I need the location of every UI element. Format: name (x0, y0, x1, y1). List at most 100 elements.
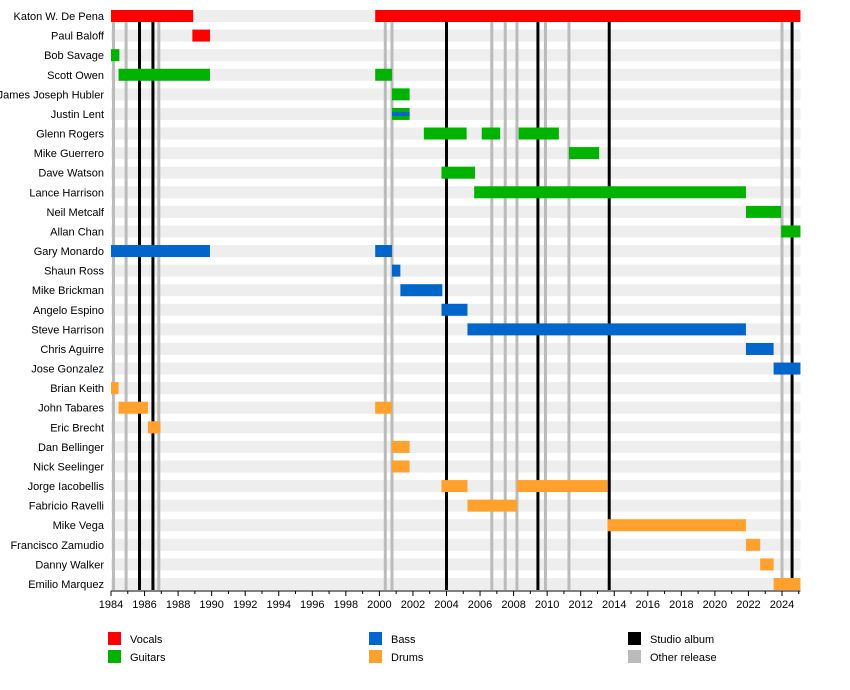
member-bar-bass (773, 362, 801, 375)
x-tick-label: 2018 (669, 599, 693, 611)
legend-swatch (369, 632, 382, 645)
member-bar-guitars (111, 49, 120, 62)
x-tick-label: 2006 (468, 599, 492, 611)
member-name-label: Allan Chan (50, 226, 104, 238)
member-bar-drums (111, 382, 119, 395)
member-bar-guitars (118, 68, 210, 81)
row-background (111, 499, 801, 512)
member-name-label: Shaun Ross (44, 266, 104, 278)
row-background (111, 362, 801, 375)
member-bar-vocals (111, 10, 194, 22)
x-tick-label: 2010 (535, 599, 559, 611)
member-bar-bass (111, 245, 210, 258)
member-bar-guitars (474, 186, 746, 199)
legend-swatch (628, 650, 641, 663)
member-bar-bass (391, 264, 401, 277)
member-name-label: Nick Seelinger (33, 461, 104, 473)
member-name-label: Neil Metcalf (47, 207, 105, 219)
member-bar-guitars (781, 225, 801, 238)
legend-label: Vocals (130, 634, 163, 646)
x-tick-label: 1998 (334, 599, 358, 611)
member-name-label: Lance Harrison (29, 187, 104, 199)
member-bar-drums (391, 440, 410, 453)
member-name-label: Angelo Espino (33, 305, 104, 317)
member-bar-bass (375, 245, 392, 258)
member-bar-bass (745, 342, 774, 355)
row-background (111, 538, 801, 551)
member-name-label: Bob Savage (44, 50, 104, 62)
member-name-label: Dan Bellinger (38, 442, 104, 454)
member-bar-drums (516, 480, 608, 493)
x-tick-label: 2024 (770, 599, 794, 611)
member-bar-drums (147, 421, 161, 434)
member-bar-vocals (192, 29, 210, 42)
row-background (111, 284, 801, 297)
member-bar-guitars (375, 68, 392, 81)
member-name-label: Fabricio Ravelli (29, 501, 104, 513)
x-tick-label: 2012 (568, 599, 592, 611)
member-name-label: Mike Guerrero (34, 148, 104, 160)
member-bar-drums (467, 499, 517, 512)
member-bar-secondary (391, 111, 410, 116)
member-name-label: Mike Vega (53, 520, 105, 532)
member-bar-drums (745, 538, 761, 551)
row-background (111, 68, 801, 81)
member-bar-bass (400, 284, 443, 297)
legend-label: Other release (650, 652, 717, 664)
row-background (111, 245, 801, 258)
row-background (111, 401, 801, 414)
member-bar-guitars (568, 147, 600, 160)
member-name-label: Justin Lent (51, 109, 104, 121)
member-name-label: Dave Watson (38, 168, 104, 180)
x-tick-label: 1990 (199, 599, 223, 611)
row-background (111, 342, 801, 355)
member-name-label: Eric Brecht (50, 422, 104, 434)
member-bar-bass (441, 303, 468, 316)
member-name-label: Jose Gonzalez (31, 364, 104, 376)
member-name-label: Scott Owen (47, 70, 104, 82)
legend-swatch (108, 632, 121, 645)
row-background (111, 460, 801, 473)
member-name-label: Glenn Rogers (36, 129, 104, 141)
x-tick-label: 1986 (132, 599, 156, 611)
member-bar-drums (375, 401, 392, 414)
row-background (111, 49, 801, 62)
legend-label: Studio album (650, 634, 714, 646)
legend-swatch (369, 650, 382, 663)
x-tick-label: 2022 (736, 599, 760, 611)
member-bar-bass (467, 323, 746, 336)
legend-label: Bass (391, 634, 416, 646)
member-name-label: Emilio Marquez (28, 579, 104, 591)
member-name-label: Gary Monardo (34, 246, 104, 258)
member-bar-guitars (423, 127, 467, 140)
x-tick-label: 2002 (401, 599, 425, 611)
row-background (111, 147, 801, 160)
x-tick-label: 2000 (367, 599, 391, 611)
member-bar-drums (391, 460, 410, 473)
member-name-label: James Joseph Hubler (0, 89, 104, 101)
x-tick-label: 1988 (166, 599, 190, 611)
member-bar-guitars (481, 127, 501, 140)
x-tick-label: 1984 (99, 599, 123, 611)
row-background (111, 382, 801, 395)
row-background (111, 29, 801, 42)
x-tick-label: 2016 (636, 599, 660, 611)
member-name-label: Paul Baloff (51, 31, 105, 43)
member-name-label: Francisco Zamudio (10, 540, 104, 552)
x-tick-label: 2004 (434, 599, 458, 611)
member-bar-drums (118, 401, 148, 414)
member-bar-drums (607, 519, 746, 532)
member-bar-drums (773, 578, 801, 590)
x-tick-label: 1994 (267, 599, 291, 611)
row-background (111, 88, 801, 101)
member-bar-drums (441, 480, 468, 493)
legend-swatch (108, 650, 121, 663)
row-background (111, 558, 801, 571)
row-background (111, 107, 801, 120)
member-name-label: Brian Keith (50, 383, 104, 395)
member-name-label: Steve Harrison (31, 324, 104, 336)
member-name-label: Danny Walker (35, 559, 104, 571)
x-tick-label: 2014 (602, 599, 626, 611)
row-background (111, 440, 801, 453)
